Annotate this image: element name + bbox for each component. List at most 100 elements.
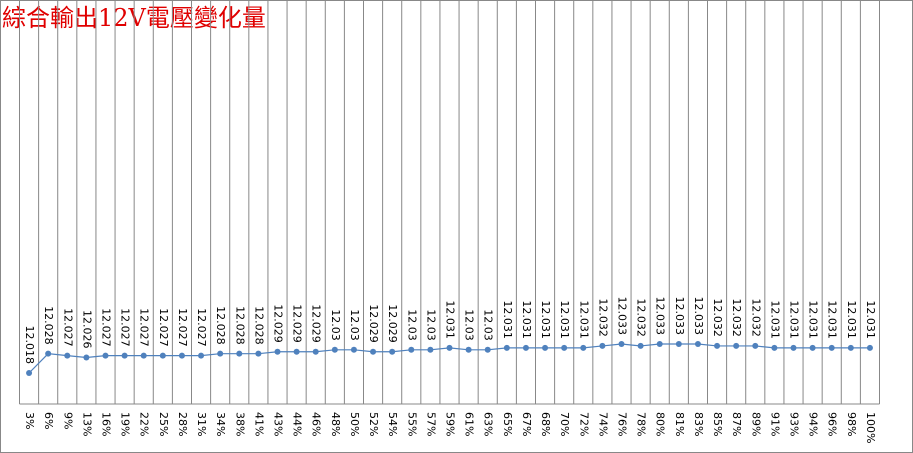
marker: [503, 344, 510, 351]
x-tick-label: 44%: [291, 412, 304, 436]
marker: [389, 348, 396, 355]
x-tick-label: 91%: [768, 412, 781, 436]
data-label: 12.031: [845, 300, 858, 339]
x-tick-label: 9%: [61, 412, 74, 429]
data-label: 12.032: [730, 298, 743, 337]
marker: [618, 341, 625, 347]
marker: [198, 352, 205, 359]
data-label: 12.027: [61, 308, 74, 347]
data-label: 12.027: [100, 308, 113, 347]
data-label: 12.032: [749, 298, 762, 337]
x-tick-label: 85%: [711, 412, 724, 436]
x-tick-label: 83%: [692, 412, 705, 436]
x-tick-label: 31%: [195, 412, 208, 436]
marker: [26, 370, 33, 376]
data-label: 12.03: [348, 309, 361, 341]
x-tick-label: 72%: [577, 412, 590, 436]
marker: [236, 350, 243, 357]
data-label: 12.031: [539, 300, 552, 339]
x-tick-label: 67%: [520, 412, 533, 436]
marker: [331, 346, 338, 353]
x-tick-label: 13%: [80, 412, 93, 436]
data-label: 12.033: [654, 297, 667, 336]
marker: [714, 342, 721, 349]
data-label: 12.03: [482, 309, 495, 341]
marker: [561, 344, 568, 351]
marker: [274, 348, 281, 355]
x-tick-label: 59%: [444, 412, 457, 436]
marker: [121, 352, 128, 359]
marker: [637, 342, 644, 349]
marker: [370, 348, 377, 355]
marker: [64, 352, 71, 359]
data-label: 12.028: [252, 306, 265, 345]
marker: [178, 352, 185, 359]
x-tick-label: 94%: [807, 412, 820, 436]
data-label: 12.018: [23, 326, 36, 365]
x-tick-label: 100%: [864, 412, 877, 443]
x-tick-label: 81%: [673, 412, 686, 436]
marker: [866, 344, 873, 351]
marker: [675, 341, 682, 347]
data-label: 12.033: [673, 297, 686, 336]
x-tick-label: 48%: [329, 412, 342, 436]
x-tick-label: 28%: [176, 412, 189, 436]
data-label: 12.031: [558, 300, 571, 339]
marker: [542, 344, 549, 351]
x-tick-label: 54%: [386, 412, 399, 436]
x-tick-label: 41%: [252, 412, 265, 436]
data-label: 12.03: [329, 309, 342, 341]
x-tick-label: 25%: [157, 412, 170, 436]
x-tick-label: 19%: [119, 412, 132, 436]
data-label: 12.031: [788, 300, 801, 339]
x-tick-label: 57%: [424, 412, 437, 436]
marker: [140, 352, 147, 359]
data-label: 12.032: [711, 298, 724, 337]
marker: [733, 342, 740, 349]
data-label: 12.03: [405, 309, 418, 341]
data-label: 12.028: [233, 306, 246, 345]
x-tick-label: 46%: [310, 412, 323, 436]
x-tick-label: 52%: [367, 412, 380, 436]
marker: [465, 346, 472, 353]
marker: [847, 344, 854, 351]
x-tick-label: 96%: [826, 412, 839, 436]
x-tick-label: 50%: [348, 412, 361, 436]
data-label: 12.029: [272, 304, 285, 343]
data-label: 12.032: [635, 298, 648, 337]
marker: [350, 346, 357, 353]
marker: [790, 344, 797, 351]
marker: [694, 341, 701, 347]
x-tick-label: 6%: [42, 412, 55, 429]
x-tick-label: 22%: [138, 412, 151, 436]
data-label: 12.027: [195, 308, 208, 347]
marker: [312, 348, 319, 355]
x-tick-label: 38%: [233, 412, 246, 436]
marker: [484, 346, 491, 353]
marker: [408, 346, 415, 353]
data-label: 12.029: [386, 304, 399, 343]
data-label: 12.033: [616, 297, 629, 336]
data-label: 12.03: [463, 309, 476, 341]
data-label: 12.027: [138, 308, 151, 347]
data-label: 12.031: [577, 300, 590, 339]
data-label: 12.029: [291, 304, 304, 343]
data-label: 12.027: [157, 308, 170, 347]
marker: [217, 350, 224, 357]
marker: [580, 344, 587, 351]
data-label: 12.032: [596, 298, 609, 337]
data-label: 12.031: [826, 300, 839, 339]
marker: [159, 352, 166, 359]
data-label: 12.028: [214, 306, 227, 345]
marker: [828, 344, 835, 351]
data-label: 12.027: [176, 308, 189, 347]
marker: [102, 352, 109, 359]
x-tick-label: 93%: [788, 412, 801, 436]
data-label: 12.031: [768, 300, 781, 339]
x-tick-label: 34%: [214, 412, 227, 436]
x-tick-label: 70%: [558, 412, 571, 436]
x-tick-label: 78%: [635, 412, 648, 436]
x-tick-label: 3%: [23, 412, 36, 429]
data-label: 12.03: [424, 309, 437, 341]
